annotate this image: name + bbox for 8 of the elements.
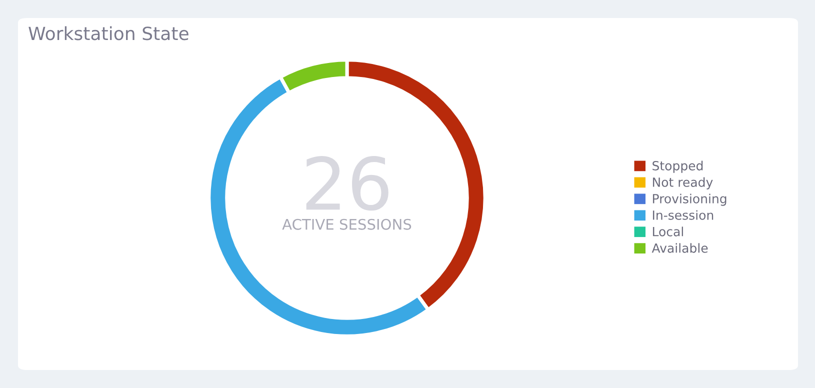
legend-label: Stopped (652, 160, 703, 173)
legend-label: Available (652, 243, 708, 253)
text: ACTIVE SESSIONS (282, 218, 412, 230)
legend-label: Provisioning (652, 194, 726, 206)
chart-title: Workstation State (28, 26, 188, 40)
legend-label: Local (652, 226, 683, 236)
legend-label: In-session (652, 210, 714, 220)
legend-label: Not ready (652, 177, 713, 190)
